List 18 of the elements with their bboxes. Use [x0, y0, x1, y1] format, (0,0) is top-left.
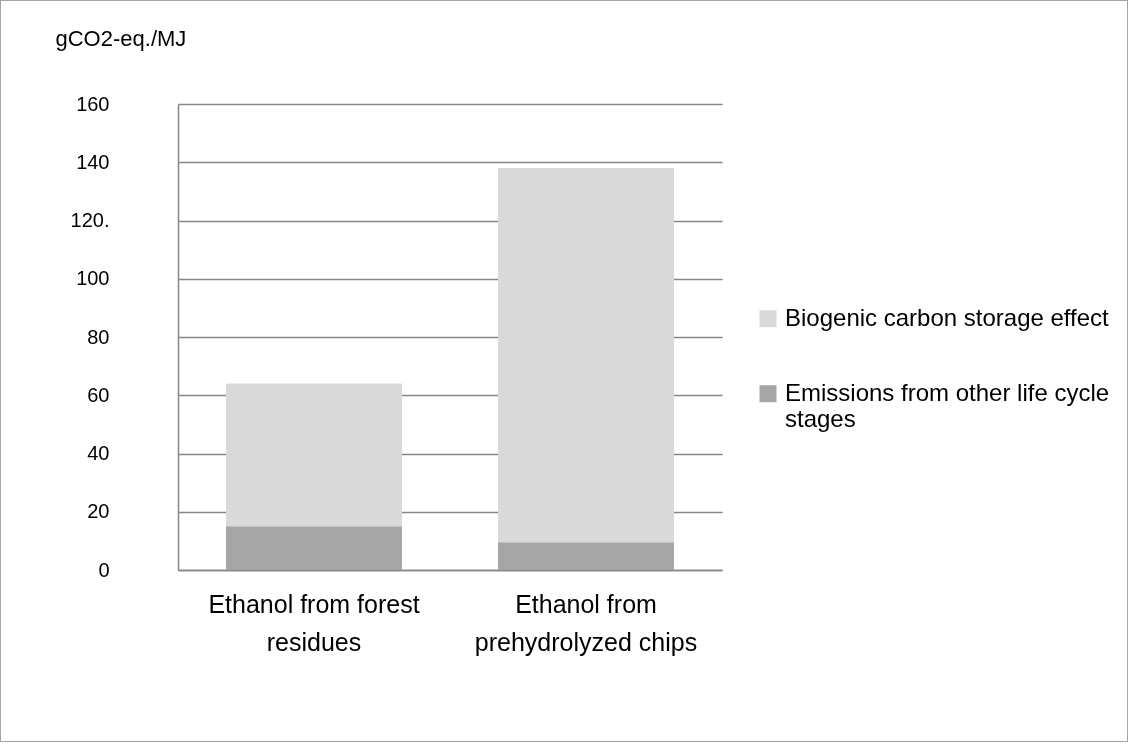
y-tick-label: 100: [76, 267, 110, 290]
bar: [226, 383, 402, 527]
y-tick-label: 40: [87, 442, 110, 464]
legend-label: Biogenic carbon storage effect: [785, 303, 1110, 331]
y-tick-label: 0: [98, 558, 110, 581]
bar: [498, 168, 674, 543]
y-tick-label: 120.: [70, 209, 110, 231]
x-tick-label: Ethanol from forest residues: [208, 589, 420, 656]
bar: [498, 542, 674, 570]
y-tick-label: 20: [87, 500, 110, 523]
legend-label: Emissions from other life cycle stages: [785, 378, 1110, 432]
y-tick-label: 60: [87, 383, 110, 406]
bar: [226, 526, 402, 570]
y-tick-label: 80: [87, 325, 110, 348]
x-tick-label: Ethanol from prehydrolyzed chips: [474, 589, 698, 656]
y-axis-title: gCO2-eq./MJ: [55, 25, 187, 51]
y-tick-label: 140: [76, 150, 110, 173]
y-tick-label: 160: [76, 92, 110, 115]
